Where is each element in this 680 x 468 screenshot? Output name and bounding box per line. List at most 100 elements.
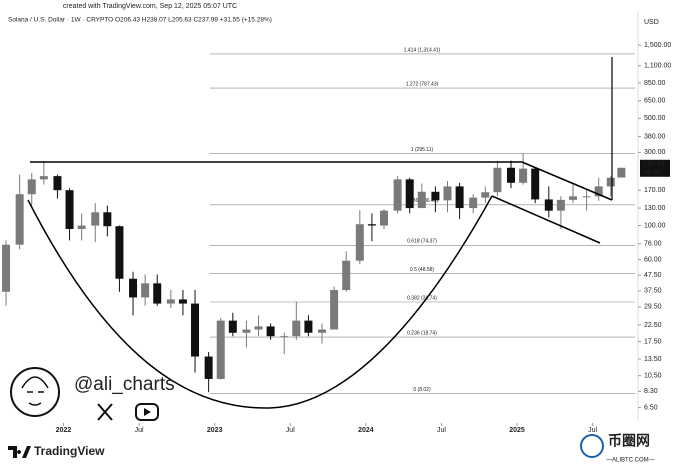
last-price-box [640, 159, 670, 177]
drawings [27, 57, 613, 409]
x-tick-label: Jul [286, 427, 295, 434]
candle-body [443, 186, 452, 201]
candle-body [455, 186, 464, 209]
candle-body [431, 191, 440, 201]
candle-body [115, 226, 124, 279]
candle-body [254, 326, 263, 330]
y-tick-label: 170.00 [644, 187, 666, 194]
youtube-play [144, 408, 151, 416]
candle-body [292, 320, 301, 337]
candle-body [393, 179, 402, 211]
x-tick-label: Jul [135, 427, 144, 434]
candle-body [77, 225, 86, 229]
cup-curve [27, 195, 493, 409]
channel-upper [521, 161, 613, 201]
x-tick-label: Jul [437, 427, 446, 434]
candle-body [129, 278, 138, 298]
candle-body [417, 191, 426, 209]
candle-body [519, 168, 528, 183]
candle-body [191, 303, 200, 357]
last-price-label: 237.99 [643, 161, 665, 168]
fib-label: 1.272 (787.43) [406, 81, 439, 87]
candle-body [405, 179, 414, 209]
candle-body [367, 224, 376, 226]
candle-body [594, 186, 603, 197]
candle-body [606, 177, 615, 187]
fib-label: 0.382 (31.74) [407, 295, 437, 301]
avatar-face [21, 376, 49, 406]
candle-body [469, 197, 478, 209]
candle-body [178, 299, 187, 304]
countdown-label: 2d 19h [643, 170, 661, 176]
candle-body [617, 167, 626, 178]
candle-body [342, 260, 351, 291]
y-tick-label: 13.50 [644, 356, 662, 363]
candle-body [481, 192, 490, 198]
y-tick-label: 60.00 [644, 256, 662, 263]
x-tick-label: 2022 [56, 427, 72, 434]
candle-body [544, 199, 553, 211]
handle: @ali_charts [74, 374, 175, 395]
author-watermark: @ali_charts [10, 367, 175, 421]
brand-icon [8, 446, 31, 458]
candle-body [355, 224, 364, 261]
candle-body [216, 320, 225, 379]
y-tick-label: 8.30 [644, 388, 658, 395]
candle-body [228, 320, 237, 333]
price-axis-unit: USD [644, 19, 659, 26]
candle-body [318, 329, 327, 333]
candle-body [39, 176, 48, 180]
candle-body [568, 196, 577, 200]
candle-body [266, 326, 275, 337]
y-tick-label: 29.50 [644, 304, 662, 311]
candle-body [103, 212, 112, 227]
candle-body [330, 290, 339, 330]
candle-body [15, 194, 24, 245]
time-axis: 2022 Jul 2023 Jul 2024 Jul 2025 Jul [56, 423, 598, 434]
avatar [10, 367, 60, 417]
candle-body [53, 176, 62, 191]
y-tick-label: 380.00 [644, 133, 666, 140]
candle-body [2, 244, 11, 292]
candle-body [280, 336, 289, 338]
y-tick-label: 17.50 [644, 339, 662, 346]
y-tick-label: 1,100.00 [644, 63, 671, 70]
y-tick-label: 500.00 [644, 115, 666, 122]
y-tick-label: 1,500.00 [644, 42, 671, 49]
y-tick-label: 100.00 [644, 222, 666, 229]
x-tick-label: 2024 [358, 427, 374, 434]
candle-body [141, 283, 150, 298]
y-tick-label: 10.50 [644, 373, 662, 380]
youtube-icon [135, 403, 159, 421]
candle-body [166, 299, 175, 304]
candle-body [582, 196, 591, 198]
candle-body [507, 167, 516, 183]
site-icon [580, 434, 604, 458]
x-tick-label: Jul [588, 427, 597, 434]
brand-name: TradingView [34, 444, 105, 458]
y-tick-label: 6.50 [644, 404, 658, 411]
fib-label: 0.5 (48.58) [410, 267, 435, 273]
candle-body [27, 179, 36, 195]
subtitle: created with TradingView.com, Sep 12, 20… [63, 3, 237, 10]
x-tick-label: 2025 [509, 427, 525, 434]
y-tick-label: 650.00 [644, 98, 666, 105]
y-tick-label: 850.00 [644, 80, 666, 87]
fib-label: 0 (8.02) [413, 387, 431, 393]
x-tick-label: 2023 [207, 427, 223, 434]
candle-body [204, 356, 213, 379]
fib-label: 1.414 (1,314.41) [404, 47, 441, 53]
site-url: —ALIBTC.COM— [606, 458, 655, 464]
chart-title: Solana / U.S. Dollar · 1W · CRYPTO O206.… [8, 17, 272, 24]
y-tick-label: 47.50 [644, 272, 662, 279]
candle-body [91, 212, 100, 226]
candle-body [493, 167, 502, 193]
fib-label: 0.236 (18.74) [407, 330, 437, 336]
y-tick-label: 300.00 [644, 149, 666, 156]
site-name: 币圈网 [608, 433, 650, 449]
candle-body [65, 190, 74, 229]
site-watermark: 币圈网 —ALIBTC.COM— [580, 433, 655, 464]
y-tick-label: 76.00 [644, 241, 662, 248]
